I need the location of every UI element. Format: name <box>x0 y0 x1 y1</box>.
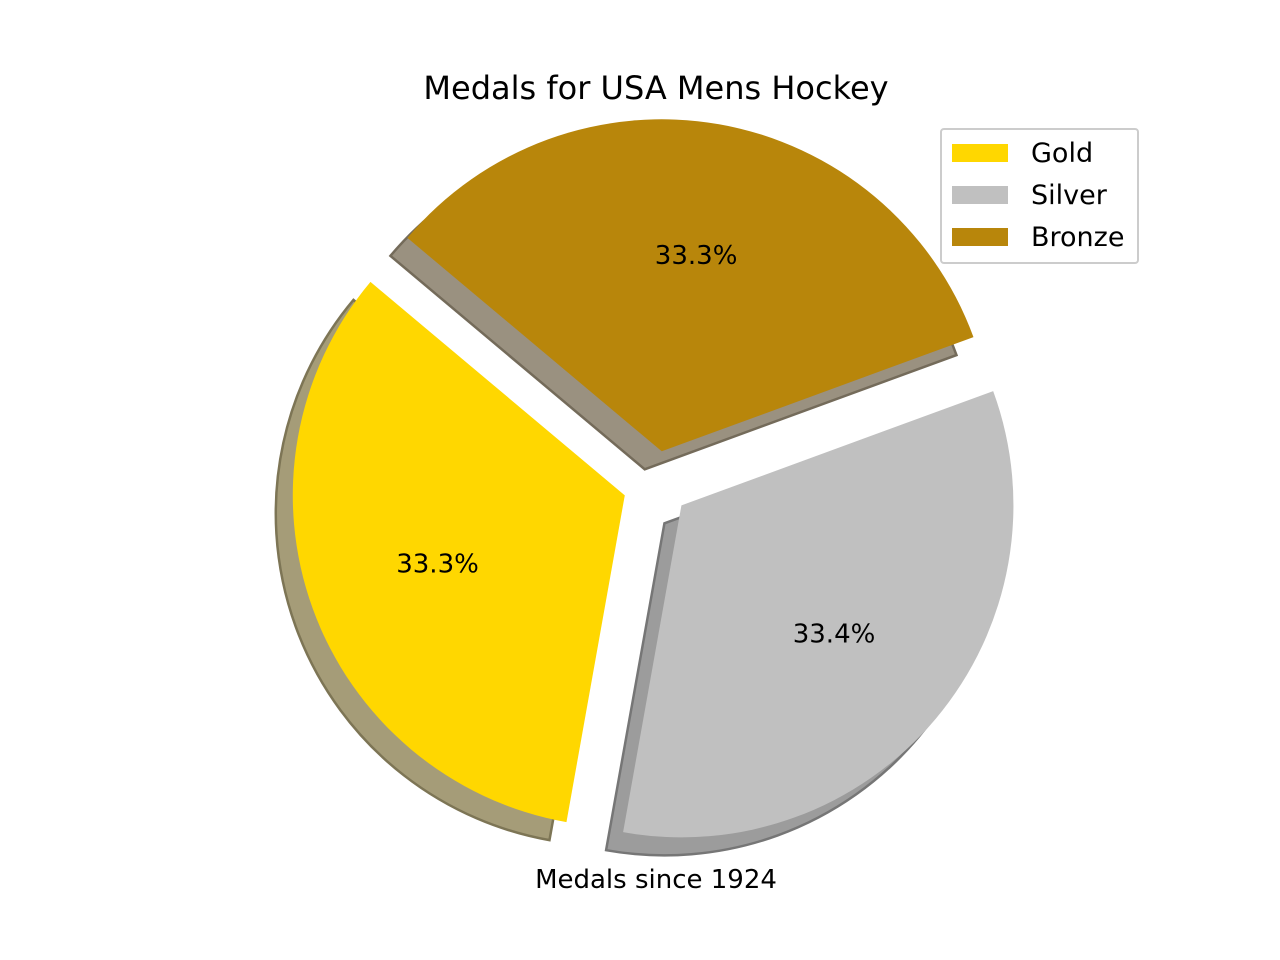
legend: Gold Silver Bronze <box>940 128 1139 264</box>
pie-slice-bronze <box>407 119 974 452</box>
chart-title: Medals for USA Mens Hockey <box>423 69 888 107</box>
legend-label-bronze: Bronze <box>1031 222 1124 253</box>
slice-label-gold: 33.3% <box>396 549 479 579</box>
pie-slice-gold <box>292 281 625 823</box>
slice-label-bronze: 33.3% <box>655 241 738 271</box>
legend-swatch-silver <box>952 186 1008 204</box>
pie-slices <box>292 119 1014 838</box>
pie-slice-silver <box>623 391 1014 838</box>
legend-label-gold: Gold <box>1031 138 1093 169</box>
x-axis-label: Medals since 1924 <box>535 865 777 895</box>
slice-value-labels: 33.3% 33.4% 33.3% <box>396 241 875 649</box>
legend-label-silver: Silver <box>1031 180 1108 211</box>
slice-label-silver: 33.4% <box>793 619 876 649</box>
legend-swatch-gold <box>952 144 1008 162</box>
legend-swatch-bronze <box>952 228 1008 246</box>
